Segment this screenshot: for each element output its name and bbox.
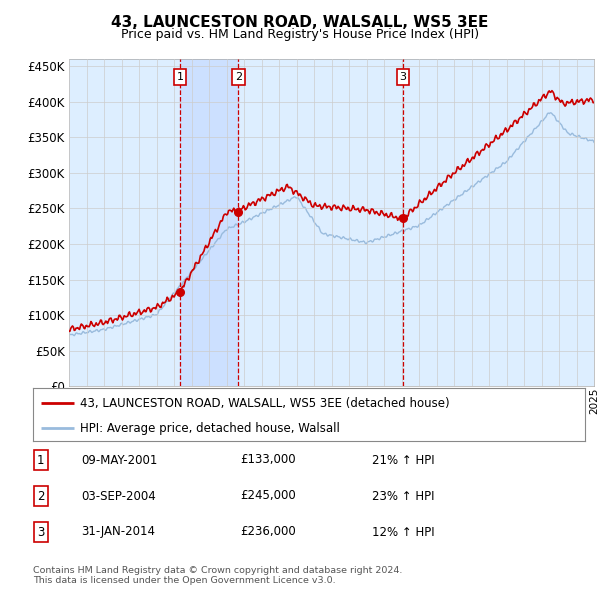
Text: 1: 1: [176, 72, 184, 82]
Text: 31-JAN-2014: 31-JAN-2014: [81, 526, 155, 539]
Text: 12% ↑ HPI: 12% ↑ HPI: [372, 526, 434, 539]
Text: Price paid vs. HM Land Registry's House Price Index (HPI): Price paid vs. HM Land Registry's House …: [121, 28, 479, 41]
Text: Contains HM Land Registry data © Crown copyright and database right 2024.
This d: Contains HM Land Registry data © Crown c…: [33, 566, 403, 585]
Text: 43, LAUNCESTON ROAD, WALSALL, WS5 3EE (detached house): 43, LAUNCESTON ROAD, WALSALL, WS5 3EE (d…: [80, 396, 449, 409]
Text: £133,000: £133,000: [240, 454, 296, 467]
Text: 03-SEP-2004: 03-SEP-2004: [81, 490, 156, 503]
Text: 3: 3: [37, 526, 44, 539]
Text: £245,000: £245,000: [240, 490, 296, 503]
Bar: [180, 59, 238, 386]
Text: 2: 2: [235, 72, 242, 82]
Text: 43, LAUNCESTON ROAD, WALSALL, WS5 3EE: 43, LAUNCESTON ROAD, WALSALL, WS5 3EE: [112, 15, 488, 30]
Text: 21% ↑ HPI: 21% ↑ HPI: [372, 454, 434, 467]
Text: 3: 3: [400, 72, 406, 82]
Text: 09-MAY-2001: 09-MAY-2001: [81, 454, 157, 467]
Text: 2: 2: [37, 490, 44, 503]
Text: HPI: Average price, detached house, Walsall: HPI: Average price, detached house, Wals…: [80, 421, 340, 435]
Text: 1: 1: [37, 454, 44, 467]
Text: £236,000: £236,000: [240, 526, 296, 539]
Text: 23% ↑ HPI: 23% ↑ HPI: [372, 490, 434, 503]
